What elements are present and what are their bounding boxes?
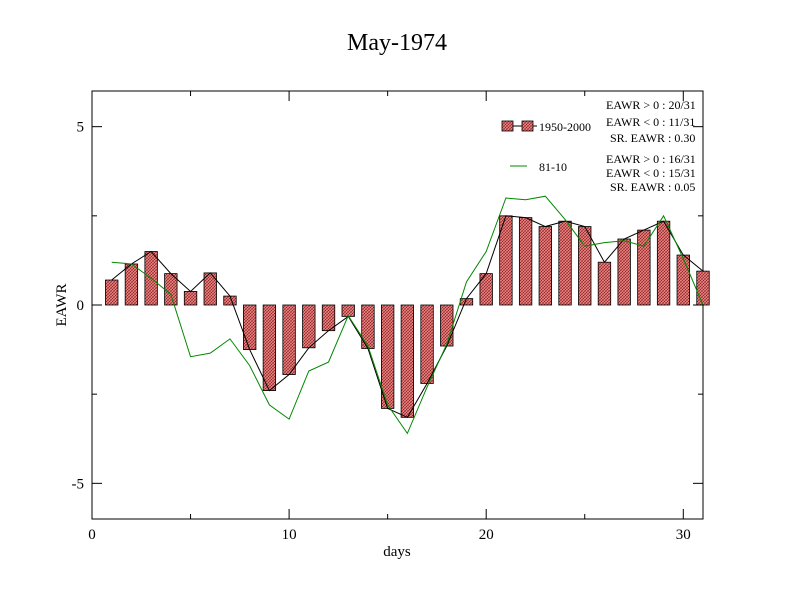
bar-day-17 <box>420 304 434 384</box>
bar-day-28 <box>637 229 651 306</box>
x-axis-label: days <box>383 544 411 560</box>
bar-day-10 <box>282 304 296 375</box>
y-tick-label-5: 5 <box>77 120 85 136</box>
chart-title: May-1974 <box>347 30 447 56</box>
bar-day-13 <box>341 304 355 317</box>
bar-day-24 <box>558 220 572 306</box>
bar-day-27 <box>617 238 631 306</box>
stats-annotations: EAWR > 0 : 20/31 EAWR < 0 : 11/31 SR. EA… <box>606 98 696 194</box>
x-tick-label-20: 20 <box>479 527 494 543</box>
bar-day-2 <box>124 263 139 306</box>
y-tick-label--5: -5 <box>72 476 85 492</box>
line-series-group <box>111 195 704 435</box>
bar-day-1 <box>105 279 119 306</box>
legend-label-1950-2000: 1950-2000 <box>539 120 591 134</box>
axis-ticks: 0 10 20 30 -5 0 5 <box>72 91 703 543</box>
stat-line-2: EAWR < 0 : 11/31 <box>606 115 695 129</box>
legend-bar-swatch-left <box>501 120 514 132</box>
bar-series-connector-line <box>111 215 704 418</box>
bar-day-12 <box>321 304 336 332</box>
line-series-81-10 <box>111 195 704 435</box>
bar-day-23 <box>538 226 552 306</box>
stat-line-3: SR. EAWR : 0.30 <box>610 131 695 145</box>
stat-line-6: SR. EAWR : 0.05 <box>610 180 695 194</box>
legend: 1950-2000 81-10 <box>501 120 591 174</box>
bar-day-9 <box>262 304 277 391</box>
x-tick-label-10: 10 <box>282 527 297 543</box>
legend-bar-swatch-right <box>521 120 534 132</box>
bar-day-20 <box>479 273 493 306</box>
bar-day-11 <box>302 304 316 349</box>
bar-day-4 <box>164 273 178 306</box>
stat-line-1: EAWR > 0 : 20/31 <box>606 98 696 112</box>
bar-day-16 <box>400 304 415 418</box>
x-tick-label-0: 0 <box>88 527 96 543</box>
stat-line-5: EAWR < 0 : 15/31 <box>606 166 696 180</box>
stat-line-4: EAWR > 0 : 16/31 <box>606 152 696 166</box>
bar-day-29 <box>656 220 671 306</box>
bar-day-8 <box>243 304 257 350</box>
legend-label-81-10: 81-10 <box>539 160 567 174</box>
bar-day-18 <box>440 304 454 347</box>
bar-day-25 <box>578 226 592 306</box>
x-tick-label-30: 30 <box>676 527 691 543</box>
bar-day-5 <box>183 291 198 306</box>
y-tick-label-0: 0 <box>77 298 85 314</box>
bar-day-30 <box>676 254 690 306</box>
y-axis-label: EAWR <box>54 284 70 327</box>
bar-series-1950-2000 <box>105 215 710 418</box>
bar-day-22 <box>518 217 533 306</box>
bar-day-26 <box>597 261 612 306</box>
bar-day-31 <box>696 270 710 306</box>
